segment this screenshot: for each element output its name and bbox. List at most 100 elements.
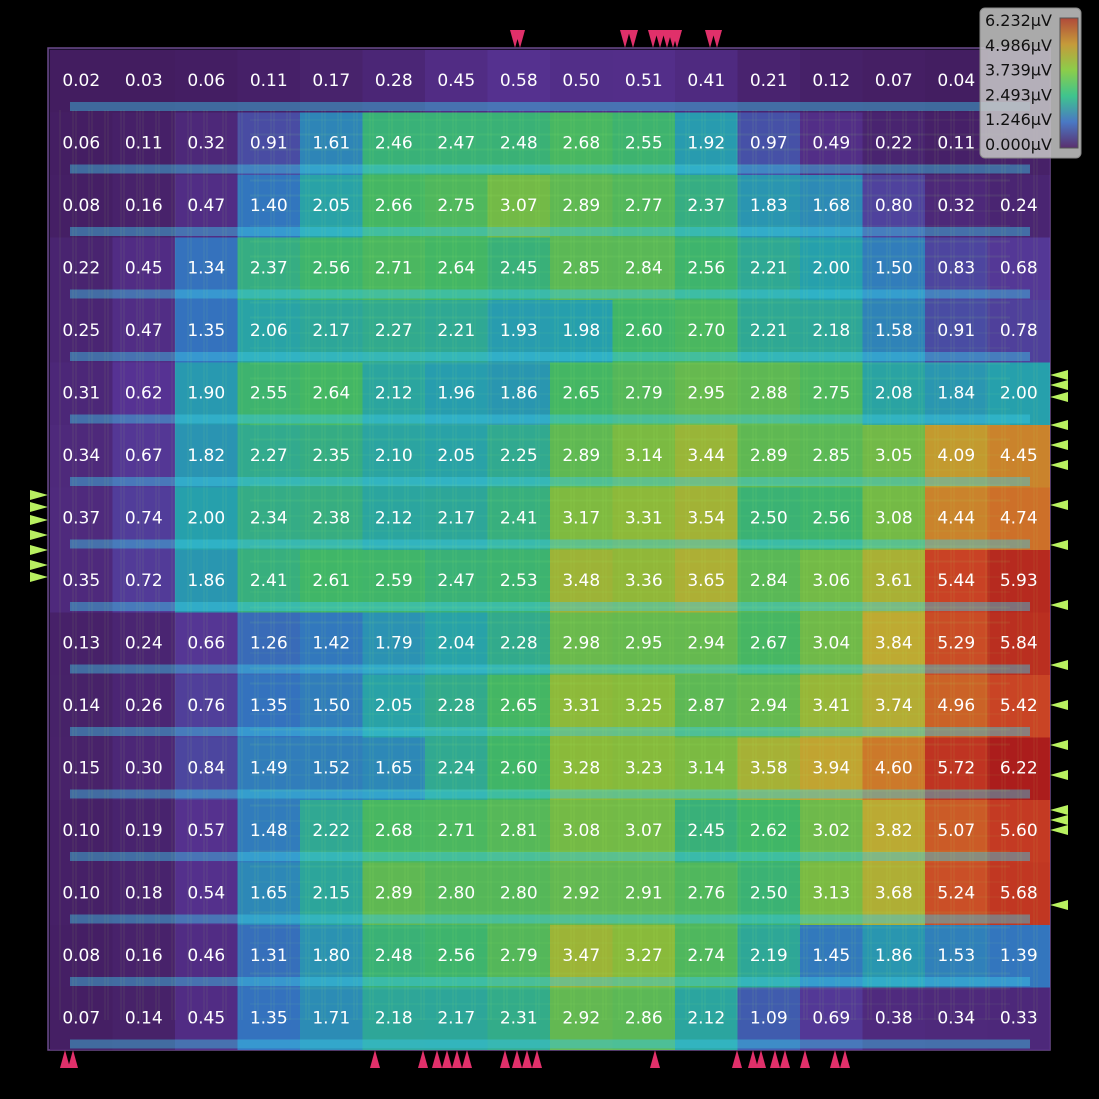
cell-value-label: 0.16 [125,196,163,216]
heatmap-cell [175,925,238,988]
cell-value-label: 0.47 [125,321,163,341]
cell-value-label: 2.75 [812,384,850,404]
heatmap-cell [175,487,238,550]
heatmap-cell [800,112,863,175]
cell-value-label: 2.76 [687,884,725,904]
heatmap-cell [737,112,800,175]
cell-value-label: 4.60 [875,759,913,779]
cell-value-label: 2.89 [562,446,600,466]
io-pin [30,515,48,525]
cell-value-label: 1.86 [875,946,913,966]
power-rail [70,539,1030,549]
cell-value-label: 3.31 [562,696,600,716]
heatmap-cell [362,50,425,113]
cell-value-label: 0.11 [125,134,163,154]
cell-value-label: 2.65 [500,696,538,716]
heatmap-cell [612,362,675,425]
heatmap-cell [550,362,613,425]
heatmap-cell [987,675,1050,738]
heatmap-cell [300,487,363,550]
cell-value-label: 1.35 [187,321,225,341]
heatmap-cell [50,800,113,863]
heatmap-cell [487,925,550,988]
heatmap-cell [612,237,675,300]
cell-value-label: 0.16 [125,946,163,966]
heatmap-cell [425,612,488,675]
heatmap-cell [737,237,800,300]
heatmap-cell [487,800,550,863]
heatmap-cell [425,175,488,238]
cell-value-label: 2.48 [500,134,538,154]
heatmap-cell [925,175,988,238]
heatmap-cell [300,550,363,613]
heatmap-cell [800,487,863,550]
io-pin [1050,815,1068,825]
heatmap-cell [862,925,925,988]
io-pin [770,1050,780,1068]
cell-value-label: 2.55 [250,384,288,404]
heatmap-cell [925,487,988,550]
heatmap-cell [487,175,550,238]
cell-value-label: 2.12 [687,1009,725,1029]
cell-value-label: 2.87 [687,696,725,716]
heatmap-cell [425,737,488,800]
cell-value-label: 0.22 [875,134,913,154]
cell-value-label: 2.88 [750,384,788,404]
heatmap-cell [300,800,363,863]
cell-value-label: 3.13 [812,884,850,904]
cell-value-label: 2.05 [375,696,413,716]
cell-value-label: 1.96 [437,384,475,404]
heatmap-cell [612,862,675,925]
cell-value-label: 1.42 [312,634,350,654]
cell-value-label: 0.19 [125,821,163,841]
colorbar-tick-label: 6.232μV [985,11,1052,30]
cell-value-label: 1.40 [250,196,288,216]
heatmap-cell [425,800,488,863]
heatmap-cell [112,612,175,675]
heatmap-cell [675,300,738,363]
cell-value-label: 0.06 [62,134,100,154]
heatmap-cell [612,550,675,613]
cell-value-label: 5.68 [1000,884,1038,904]
heatmap-cell [612,800,675,863]
heatmap-cell [237,237,300,300]
cell-value-label: 1.65 [250,884,288,904]
power-rail [70,227,1030,236]
cell-value-label: 2.81 [500,821,538,841]
heatmap-cell [175,987,238,1050]
colorbar [1059,17,1079,149]
cell-value-label: 3.74 [875,696,913,716]
heatmap-cell [550,175,613,238]
heatmap-cell [737,425,800,488]
cell-value-label: 2.71 [375,259,413,279]
heatmap-cell [675,675,738,738]
heatmap-cell [612,612,675,675]
heatmap-cell [800,612,863,675]
cell-value-label: 2.91 [625,884,663,904]
heatmap-cell [925,800,988,863]
heatmap-cell [550,112,613,175]
cell-value-label: 0.18 [125,884,163,904]
cell-value-label: 0.08 [62,946,100,966]
heatmap-cell [987,425,1050,488]
heatmap-cell [612,175,675,238]
cell-value-label: 1.35 [250,1009,288,1029]
cell-value-label: 1.84 [937,384,975,404]
cell-value-label: 1.45 [812,946,850,966]
heatmap-cell [175,800,238,863]
heatmap-cell [612,675,675,738]
heatmap-cell [800,925,863,988]
heatmap-cell [237,987,300,1050]
cell-value-label: 0.04 [937,71,975,91]
heatmap-cell [175,425,238,488]
heatmap-cell [925,112,988,175]
cell-value-label: 2.46 [375,134,413,154]
cell-value-label: 5.60 [1000,821,1038,841]
cell-value-label: 2.68 [562,134,600,154]
power-rail [70,477,1030,486]
cell-value-label: 2.25 [500,446,538,466]
cell-value-label: 2.89 [750,446,788,466]
heatmap-cell [175,50,238,113]
cell-value-label: 2.27 [375,321,413,341]
